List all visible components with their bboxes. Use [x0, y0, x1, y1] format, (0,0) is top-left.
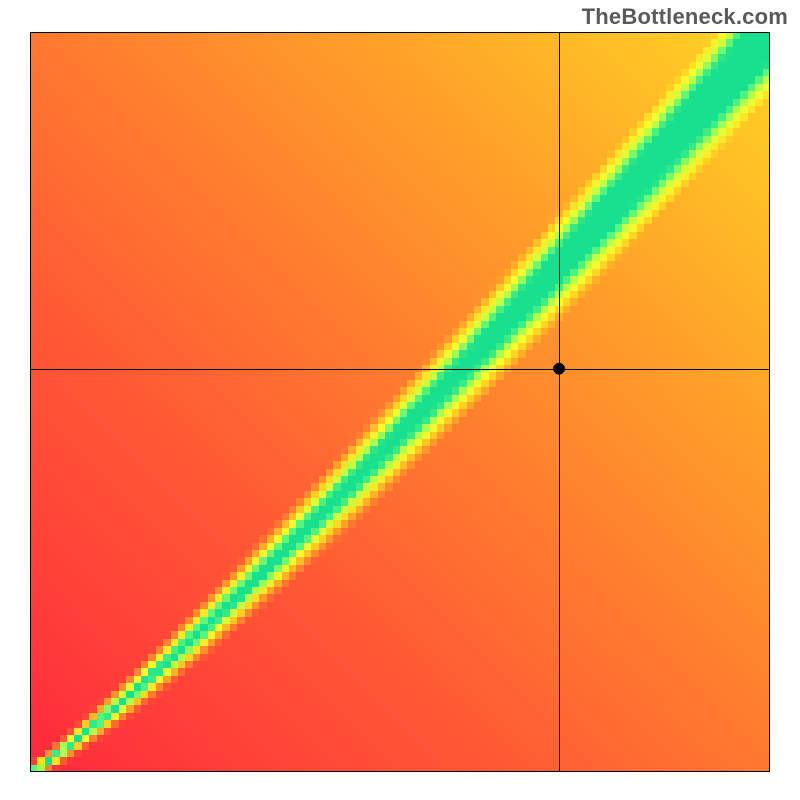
watermark-text: TheBottleneck.com	[582, 4, 788, 30]
chart-container: TheBottleneck.com	[0, 0, 800, 800]
crosshair-overlay	[0, 0, 800, 800]
